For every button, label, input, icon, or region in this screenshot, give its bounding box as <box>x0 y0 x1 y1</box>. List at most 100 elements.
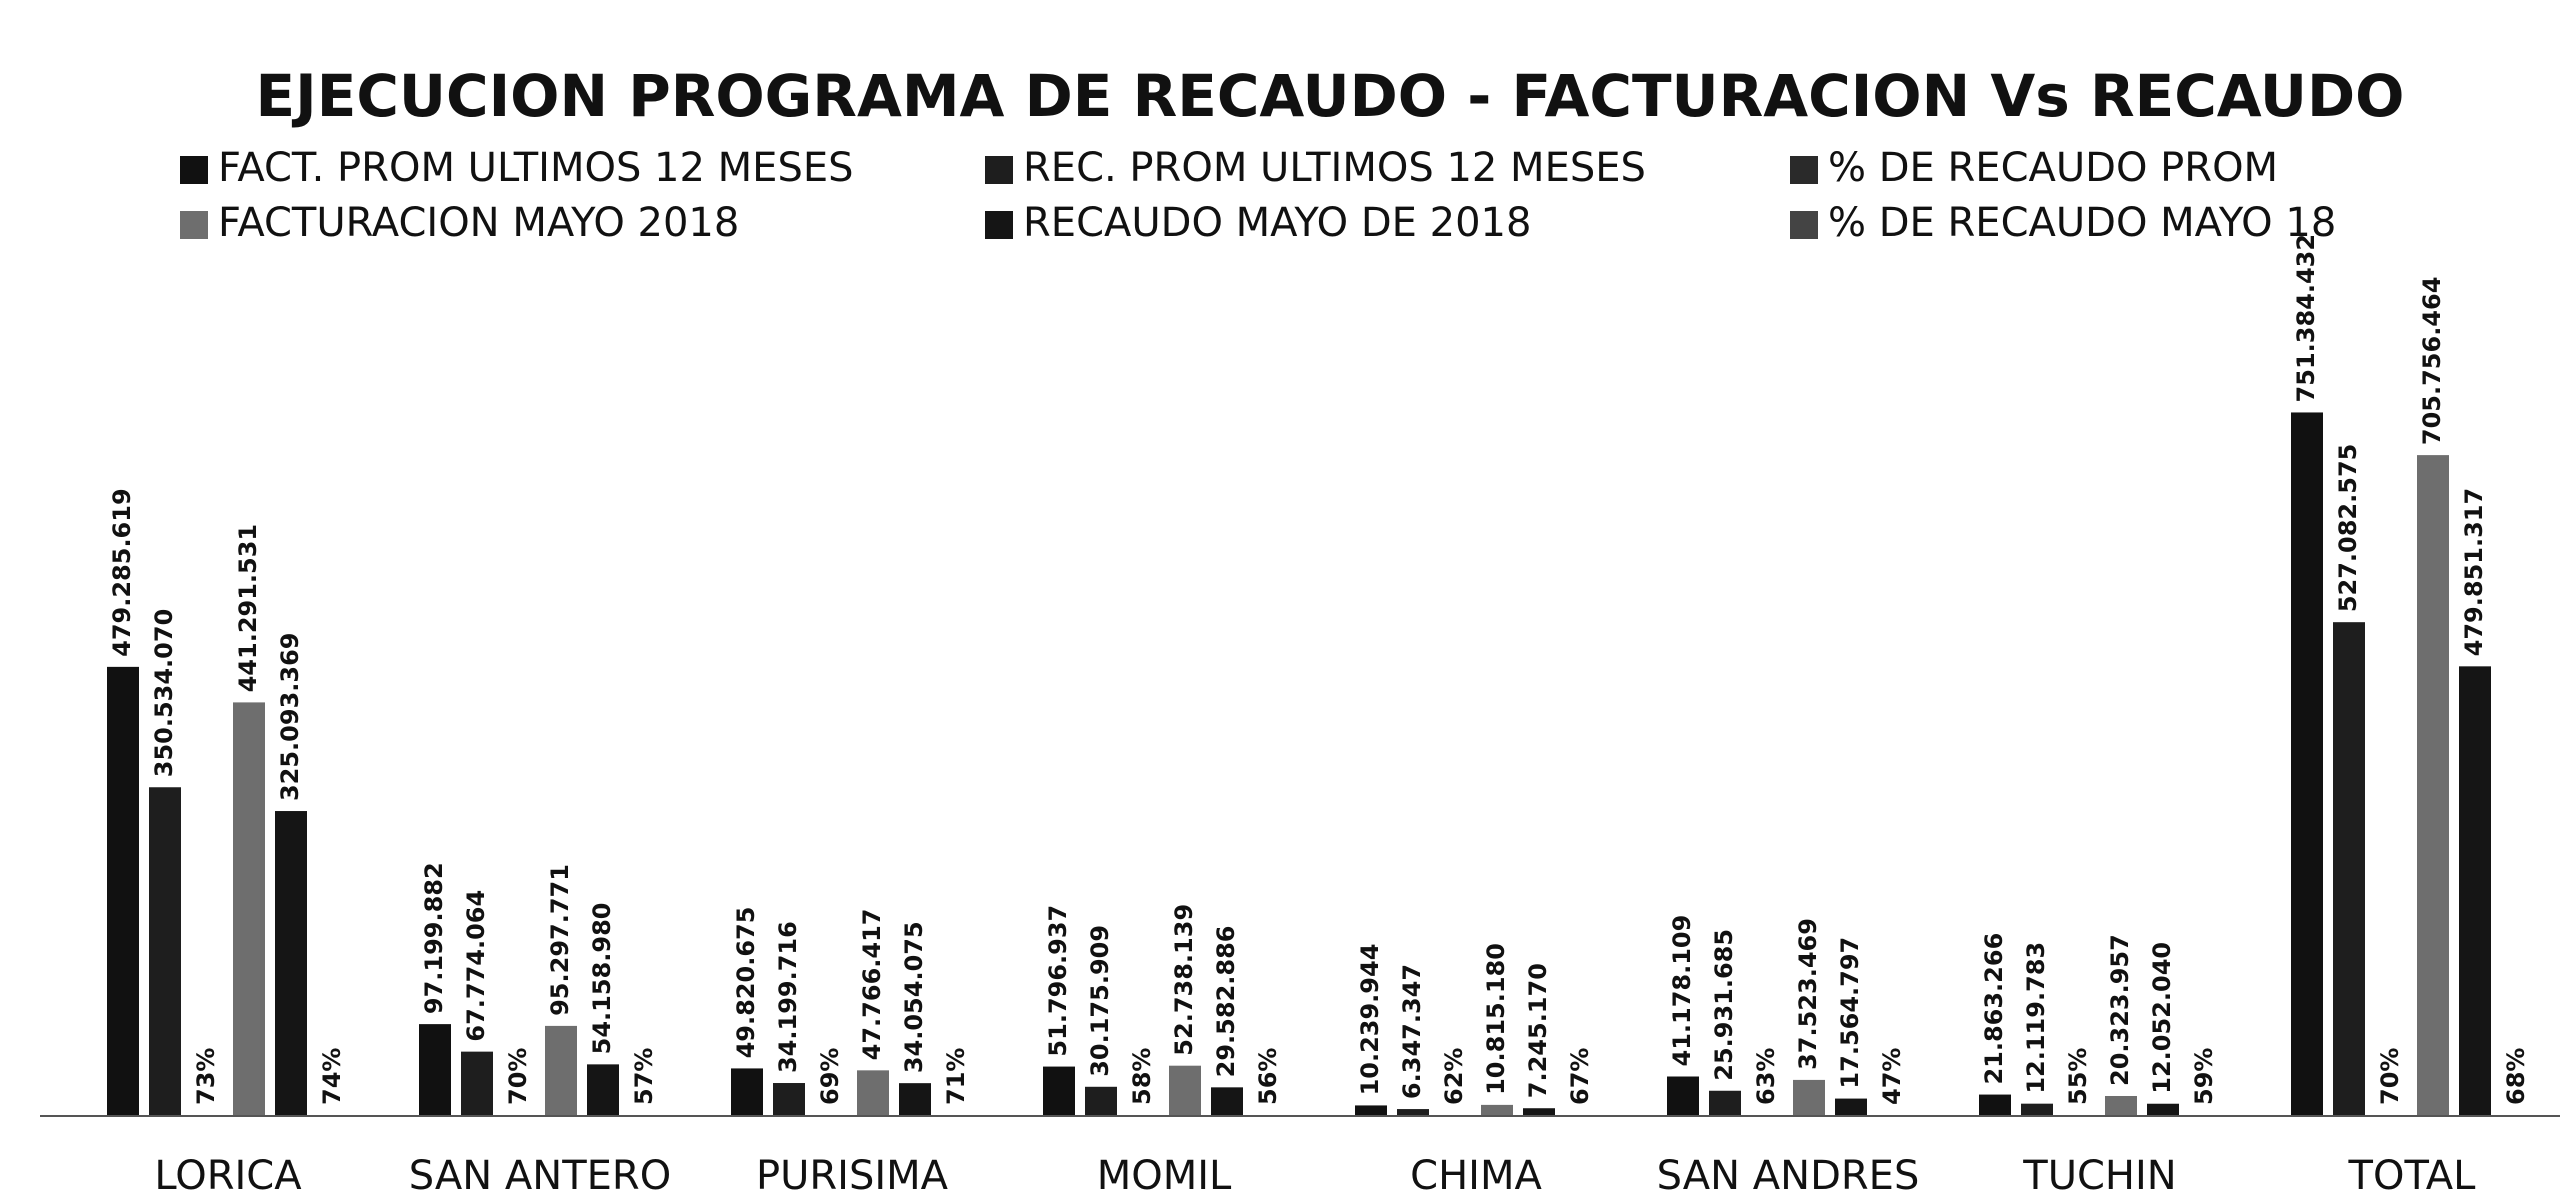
value-label: 95.297.771 <box>546 864 574 1016</box>
value-label: 55% <box>2064 1048 2092 1105</box>
value-label: 29.582.886 <box>1212 926 1240 1078</box>
bar <box>731 1068 763 1115</box>
value-label: 17.564.797 <box>1836 937 1864 1089</box>
bar <box>587 1064 619 1115</box>
x-tick-label: TUCHIN <box>2022 1153 2176 1199</box>
value-label: 62% <box>1440 1048 1468 1105</box>
bar <box>2417 455 2449 1116</box>
value-label: 54.158.980 <box>588 903 616 1055</box>
value-label: 479.851.317 <box>2460 488 2488 657</box>
value-label: 69% <box>816 1048 844 1105</box>
value-label: 10.239.944 <box>1356 944 1384 1096</box>
value-label: 47.766.417 <box>858 909 886 1061</box>
value-label: 20.323.957 <box>2106 934 2134 1086</box>
bar <box>545 1025 577 1115</box>
bar <box>1835 1098 1867 1115</box>
chart-title: EJECUCION PROGRAMA DE RECAUDO - FACTURAC… <box>256 62 2405 130</box>
value-label: 21.863.266 <box>1980 933 2008 1085</box>
value-label: 67.774.064 <box>462 890 490 1042</box>
bar <box>1523 1108 1555 1115</box>
value-label: 41.178.109 <box>1668 915 1696 1067</box>
value-label: 47% <box>1878 1048 1906 1105</box>
value-label: 34.199.716 <box>774 921 802 1073</box>
value-label: 68% <box>2502 1048 2530 1105</box>
legend-label: FACT. PROM ULTIMOS 12 MESES <box>218 145 854 191</box>
bar <box>461 1051 493 1115</box>
value-label: 56% <box>1254 1048 1282 1105</box>
x-tick-label: MOMIL <box>1097 1153 1232 1199</box>
value-label: 34.054.075 <box>900 921 928 1073</box>
bar <box>1667 1076 1699 1115</box>
value-label: 51.796.937 <box>1044 905 1072 1057</box>
value-label: 479.285.619 <box>108 488 136 657</box>
legend-swatch <box>1790 156 1818 184</box>
legend-label: FACTURACION MAYO 2018 <box>218 200 739 246</box>
bar <box>1043 1066 1075 1115</box>
bar <box>1979 1094 2011 1115</box>
bar <box>419 1024 451 1115</box>
value-label: 705.756.464 <box>2418 277 2446 446</box>
value-label: 71% <box>942 1048 970 1105</box>
value-label: 97.199.882 <box>420 862 448 1014</box>
value-label: 25.931.685 <box>1710 929 1738 1081</box>
value-label: 70% <box>504 1048 532 1105</box>
value-label: 7.245.170 <box>1524 963 1552 1098</box>
value-label: 37.523.469 <box>1794 918 1822 1070</box>
legend-swatch <box>985 156 1013 184</box>
bar <box>1355 1105 1387 1115</box>
bar <box>2147 1103 2179 1115</box>
bar <box>1481 1104 1513 1115</box>
value-label: 751.384.432 <box>2292 234 2320 403</box>
bar <box>107 666 139 1115</box>
value-label: 70% <box>2376 1048 2404 1105</box>
legend-label: REC. PROM ULTIMOS 12 MESES <box>1023 145 1646 191</box>
value-label: 58% <box>1128 1048 1156 1105</box>
bar <box>1169 1065 1201 1115</box>
x-tick-label: TOTAL <box>2348 1153 2477 1199</box>
legend-swatch <box>180 211 208 239</box>
value-label: 67% <box>1566 1048 1594 1105</box>
bar <box>899 1083 931 1115</box>
legend-swatch <box>1790 211 1818 239</box>
x-tick-label: SAN ANDRES <box>1657 1153 1920 1199</box>
legend-swatch <box>180 156 208 184</box>
bar <box>773 1083 805 1115</box>
bar <box>1709 1090 1741 1115</box>
bar <box>1397 1109 1429 1115</box>
value-label: 74% <box>318 1048 346 1105</box>
bar <box>1211 1087 1243 1115</box>
bar <box>275 811 307 1115</box>
value-label: 350.534.070 <box>150 609 178 778</box>
value-label: 6.347.347 <box>1398 964 1426 1099</box>
bar <box>233 702 265 1115</box>
bar <box>149 787 181 1115</box>
value-label: 12.119.783 <box>2022 942 2050 1094</box>
value-label: 73% <box>192 1048 220 1105</box>
value-label: 30.175.909 <box>1086 925 1114 1077</box>
value-label: 527.082.575 <box>2334 444 2362 613</box>
x-tick-label: LORICA <box>154 1153 302 1199</box>
x-tick-label: SAN ANTERO <box>409 1153 671 1199</box>
value-label: 63% <box>1752 1048 1780 1105</box>
value-label: 52.738.139 <box>1170 904 1198 1056</box>
value-label: 49.820.675 <box>732 907 760 1059</box>
legend-label: RECAUDO MAYO DE 2018 <box>1023 200 1531 246</box>
legend-label: % DE RECAUDO MAYO 18 <box>1828 200 2336 246</box>
value-label: 57% <box>630 1048 658 1105</box>
x-tick-label: CHIMA <box>1410 1153 1542 1199</box>
value-label: 441.291.531 <box>234 524 262 693</box>
value-label: 10.815.180 <box>1482 943 1510 1095</box>
legend-swatch <box>985 211 1013 239</box>
value-label: 325.093.369 <box>276 633 304 802</box>
bar <box>2021 1103 2053 1115</box>
bar <box>1793 1079 1825 1115</box>
bar <box>2459 666 2491 1115</box>
bar <box>2333 622 2365 1115</box>
x-tick-label: PURISIMA <box>756 1153 949 1199</box>
value-label: 59% <box>2190 1048 2218 1105</box>
value-label: 12.052.040 <box>2148 942 2176 1094</box>
legend-label: % DE RECAUDO PROM <box>1828 145 2278 191</box>
bar <box>2105 1095 2137 1115</box>
bar <box>1085 1086 1117 1115</box>
